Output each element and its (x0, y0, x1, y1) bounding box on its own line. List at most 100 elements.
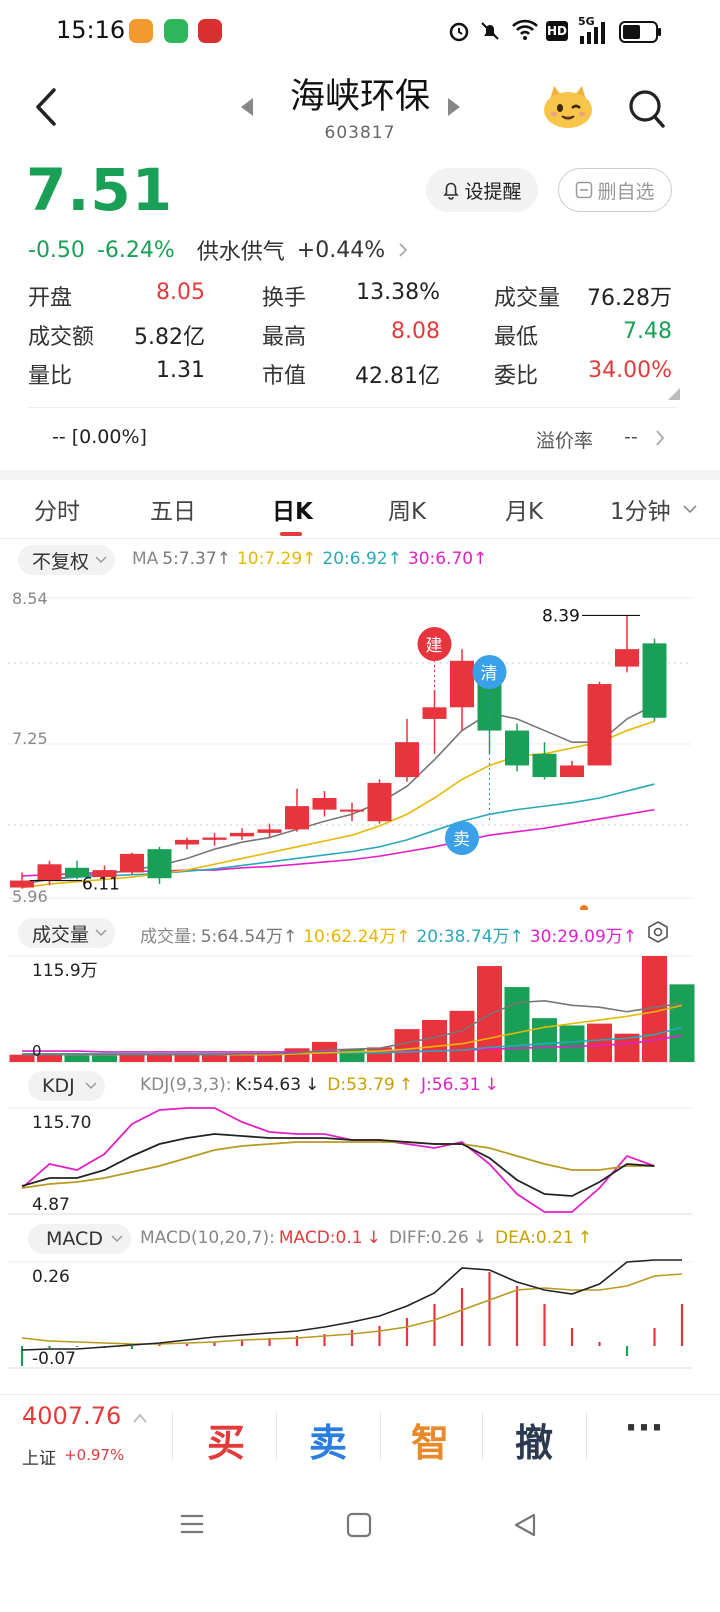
premium-left: -- [0.00%] (52, 426, 147, 448)
kline-chart[interactable]: 8.54 7.25 5.96 8.39 6.11 建清卖 (0, 580, 700, 910)
volume-legend: 成交量: 5:64.54万↑ 10:62.24万↑ 20:38.74万↑ 30:29.… (140, 922, 647, 947)
divider (586, 1412, 587, 1460)
macd-value: MACD:0.1 (278, 1228, 363, 1248)
legend-item: 20:6.92↑ (322, 549, 402, 569)
candle-body (615, 649, 639, 667)
mascot-icon[interactable] (540, 82, 596, 130)
back-nav-icon[interactable] (512, 1512, 538, 1538)
volume-ma-items: 5:64.54万↑ 10:62.24万↑ 20:38.74万↑ 30:29.09万↑ (201, 922, 643, 947)
search-icon[interactable] (626, 86, 666, 130)
next-stock-icon[interactable] (446, 96, 462, 118)
index-value[interactable]: 4007.76 (22, 1402, 122, 1430)
candle-body (175, 839, 199, 845)
candle-body (120, 853, 144, 873)
volume-bar (449, 1010, 475, 1062)
current-price: 7.51 (26, 156, 174, 224)
ma10-line (21, 720, 655, 889)
divider (276, 1412, 277, 1460)
high-label: 8.39 (542, 606, 580, 626)
sector-change[interactable]: +0.44% (296, 237, 386, 263)
remove-watchlist-button[interactable]: 删自选 (558, 168, 672, 212)
volume-bar (92, 1055, 117, 1062)
candle-body (450, 660, 474, 708)
expand-corner-icon[interactable] (668, 388, 680, 400)
kdj-indicator-select[interactable]: KDJ (28, 1071, 105, 1101)
tab-weekly-k[interactable]: 周K (388, 499, 427, 525)
signal-icon (580, 22, 605, 44)
macd-chart[interactable]: 0.26 -0.07 (0, 1258, 700, 1384)
legend-item: 30:6.70↑ (407, 549, 488, 569)
back-icon[interactable] (28, 82, 62, 132)
y-axis-mid-label: 7.25 (12, 729, 48, 748)
candle-body (505, 730, 529, 766)
security-app-icon (164, 19, 188, 43)
stat-value: 8.08 (391, 319, 440, 344)
volume-bar (64, 1055, 90, 1062)
cancel-order-button[interactable]: 撤 (514, 1421, 553, 1465)
volume-ma-line (22, 999, 683, 1056)
macd-indicator-select[interactable]: MACD (28, 1224, 131, 1254)
ma30-line (21, 808, 655, 877)
stat-value: 1.31 (156, 358, 205, 383)
premium-row[interactable]: -- [0.00%] 溢价率 -- (0, 414, 720, 466)
tab-daily-k[interactable]: 日K (272, 499, 313, 525)
change-line: -0.50 -6.24% 供水供气 +0.44% (28, 234, 409, 266)
legend-item: 5:7.37↑ (162, 549, 231, 569)
tab-five-day[interactable]: 五日 (150, 499, 196, 525)
volume-bar (284, 1048, 310, 1062)
chevron-down-icon[interactable] (683, 504, 697, 514)
index-name: 上证 (22, 1449, 56, 1469)
sell-marker-label: 卖 (453, 830, 470, 850)
chevron-right-icon[interactable] (397, 241, 409, 259)
build-marker (417, 627, 452, 661)
volume-bar (174, 1053, 200, 1062)
premium-value: -- (624, 426, 638, 448)
chevron-up-icon[interactable] (132, 1412, 148, 1424)
volume-y-top: 115.9万 (32, 961, 98, 981)
chevron-right-icon[interactable] (654, 428, 666, 448)
kdj-chart[interactable]: 115.70 4.87 (0, 1104, 700, 1216)
candle-body (367, 782, 392, 822)
candle-body (65, 867, 89, 878)
smart-button[interactable]: 智 (410, 1421, 449, 1465)
volume-chart[interactable]: 115.9万 0 (0, 952, 700, 1064)
volume-bar (257, 1052, 282, 1062)
set-alert-label: 设提醒 (464, 180, 522, 203)
ma20-line (21, 783, 655, 883)
stat-value: 7.48 (623, 319, 672, 344)
ma-legend: MA 5:7.37↑ 10:7.29↑ 20:6.92↑ 30:6.70↑ (132, 549, 497, 569)
macd-line (21, 1259, 682, 1351)
settings-hexagon-icon[interactable] (646, 920, 670, 944)
tab-one-minute[interactable]: 1分钟 (610, 499, 671, 525)
more-button[interactable]: ··· (624, 1408, 664, 1448)
set-alert-button[interactable]: 设提醒 (426, 168, 538, 212)
volume-bar (504, 987, 530, 1062)
volume-bar (37, 1054, 62, 1062)
volume-bar (669, 984, 695, 1062)
volume-indicator-select[interactable]: 成交量 (18, 918, 116, 948)
tab-monthly-k[interactable]: 月K (505, 499, 544, 525)
price-change-pct: -6.24% (96, 237, 175, 263)
volume-bar (394, 1029, 420, 1062)
volume-bar (587, 1023, 612, 1062)
wifi-icon (512, 19, 538, 40)
bank-app-icon (198, 19, 222, 43)
network-type: 5G (578, 15, 595, 28)
low-label: 6.11 (82, 875, 120, 895)
sell-button[interactable]: 卖 (308, 1421, 347, 1465)
tab-intraday[interactable]: 分时 (34, 499, 80, 525)
candle-body (642, 643, 667, 718)
status-bar: 15:16 HD 5G (0, 0, 720, 64)
prev-stock-icon[interactable] (239, 96, 255, 118)
stat-label: 委比 (494, 364, 539, 389)
candle-body (587, 684, 612, 766)
adjust-select[interactable]: 不复权 (18, 545, 116, 575)
stat-label: 最高 (262, 325, 307, 350)
kdj-y-top: 115.70 (32, 1113, 91, 1133)
sector-name[interactable]: 供水供气 (196, 240, 285, 265)
buy-button[interactable]: 买 (206, 1421, 245, 1465)
menu-icon[interactable] (178, 1512, 206, 1536)
home-icon[interactable] (346, 1512, 372, 1538)
kdj-k: K:54.63 (235, 1075, 302, 1095)
candle-body (560, 765, 584, 778)
